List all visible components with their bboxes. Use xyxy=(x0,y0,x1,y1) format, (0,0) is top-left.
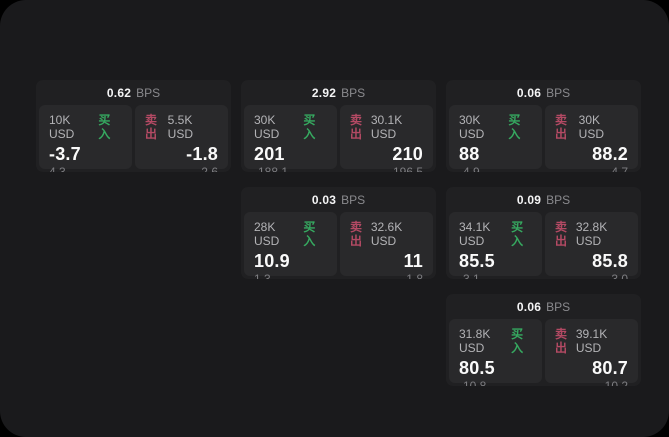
buy-price: 85.5 xyxy=(459,251,495,271)
buy-price: 88 xyxy=(459,144,480,164)
card-header: 0.06 BPS xyxy=(449,294,638,319)
buy-change: 1.3 xyxy=(254,272,271,279)
bps-unit-label: BPS xyxy=(546,85,571,100)
sell-label: 卖出 xyxy=(555,327,568,355)
sell-panel[interactable]: 卖出 32.6K USD 11 -1.8 xyxy=(340,212,433,279)
buy-amount: 34.1K USD xyxy=(459,220,491,248)
buy-amount: 31.8K USD xyxy=(459,327,491,355)
buy-price: -3.7 xyxy=(49,144,81,164)
sell-price: 88.2 xyxy=(592,144,628,164)
sell-change: 3.0 xyxy=(611,272,628,279)
sell-amount: 39.1K USD xyxy=(575,327,608,355)
buy-amount: 28K USD xyxy=(254,220,280,248)
card-header: 0.09 BPS xyxy=(449,187,638,212)
bps-value: 2.92 xyxy=(311,85,337,100)
sell-panel[interactable]: 卖出 39.1K USD 80.7 10.2 xyxy=(545,319,638,386)
sell-label: 卖出 xyxy=(350,220,363,248)
quote-card-0: 0.62 BPS 10K USD 买入 -3.7 4.3 卖出 5.5K USD xyxy=(36,80,231,172)
buy-sell-panels: 28K USD 买入 10.9 1.3 卖出 32.6K USD 11 -1.8 xyxy=(244,212,433,279)
quote-card-3: 0.03 BPS 28K USD 买入 10.9 1.3 卖出 32.6K US… xyxy=(241,187,436,279)
buy-label: 买入 xyxy=(303,220,316,248)
bps-unit-label: BPS xyxy=(546,299,571,314)
buy-sell-panels: 30K USD 买入 88 -4.9 卖出 30K USD 88.2 4.7 xyxy=(449,105,638,172)
sell-change: 10.2 xyxy=(604,379,628,386)
bps-value: 0.62 xyxy=(106,85,132,100)
sell-amount: 32.6K USD xyxy=(370,220,403,248)
sell-panel[interactable]: 卖出 30K USD 88.2 4.7 xyxy=(545,105,638,172)
sell-label: 卖出 xyxy=(555,113,568,141)
quote-card-1: 2.92 BPS 30K USD 买入 201 -188.1 卖出 30.1K … xyxy=(241,80,436,172)
bps-value: 0.09 xyxy=(516,192,542,207)
buy-panel[interactable]: 31.8K USD 买入 80.5 -10.8 xyxy=(449,319,542,386)
quote-card-grid: 0.62 BPS 10K USD 买入 -3.7 4.3 卖出 5.5K USD xyxy=(36,80,641,386)
sell-price: 210 xyxy=(392,144,423,164)
bps-value: 0.03 xyxy=(311,192,337,207)
buy-change: -10.8 xyxy=(459,379,487,386)
buy-sell-panels: 10K USD 买入 -3.7 4.3 卖出 5.5K USD -1.8 -2.… xyxy=(39,105,228,172)
card-header: 0.03 BPS xyxy=(244,187,433,212)
bps-unit-label: BPS xyxy=(341,192,366,207)
card-header: 0.06 BPS xyxy=(449,80,638,105)
sell-label: 卖出 xyxy=(145,113,158,141)
bps-value: 0.06 xyxy=(516,85,542,100)
sell-label: 卖出 xyxy=(555,220,568,248)
quote-card-5: 0.06 BPS 31.8K USD 买入 80.5 -10.8 卖出 39.1… xyxy=(446,294,641,386)
buy-panel[interactable]: 10K USD 买入 -3.7 4.3 xyxy=(39,105,132,172)
sell-amount: 5.5K USD xyxy=(167,113,193,141)
buy-amount: 30K USD xyxy=(459,113,485,141)
buy-label: 买入 xyxy=(98,113,111,141)
sell-price: 85.8 xyxy=(592,251,628,271)
buy-sell-panels: 34.1K USD 买入 85.5 -3.1 卖出 32.8K USD 85.8… xyxy=(449,212,638,279)
sell-price: 11 xyxy=(403,251,423,271)
sell-change: -2.6 xyxy=(197,165,218,172)
sell-panel[interactable]: 卖出 32.8K USD 85.8 3.0 xyxy=(545,212,638,279)
buy-change: -188.1 xyxy=(254,165,289,172)
sell-price: 80.7 xyxy=(592,358,628,378)
bps-unit-label: BPS xyxy=(136,85,161,100)
sell-amount: 30K USD xyxy=(578,113,605,141)
sell-label: 卖出 xyxy=(350,113,363,141)
buy-price: 10.9 xyxy=(254,251,290,271)
buy-sell-panels: 31.8K USD 买入 80.5 -10.8 卖出 39.1K USD 80.… xyxy=(449,319,638,386)
buy-panel[interactable]: 30K USD 买入 88 -4.9 xyxy=(449,105,542,172)
buy-change: 4.3 xyxy=(49,165,66,172)
sell-panel[interactable]: 卖出 5.5K USD -1.8 -2.6 xyxy=(135,105,228,172)
quote-card-4: 0.09 BPS 34.1K USD 买入 85.5 -3.1 卖出 32.8K… xyxy=(446,187,641,279)
buy-amount: 10K USD xyxy=(49,113,75,141)
bps-unit-label: BPS xyxy=(546,192,571,207)
buy-sell-panels: 30K USD 买入 201 -188.1 卖出 30.1K USD 210 1… xyxy=(244,105,433,172)
buy-label: 买入 xyxy=(508,113,521,141)
card-header: 2.92 BPS xyxy=(244,80,433,105)
buy-price: 201 xyxy=(254,144,285,164)
sell-panel[interactable]: 卖出 30.1K USD 210 196.5 xyxy=(340,105,433,172)
card-header: 0.62 BPS xyxy=(39,80,228,105)
buy-label: 买入 xyxy=(511,220,524,248)
buy-change: -3.1 xyxy=(459,272,480,279)
buy-panel[interactable]: 28K USD 买入 10.9 1.3 xyxy=(244,212,337,279)
buy-label: 买入 xyxy=(303,113,316,141)
quote-card-2: 0.06 BPS 30K USD 买入 88 -4.9 卖出 30K USD xyxy=(446,80,641,172)
bps-value: 0.06 xyxy=(516,299,542,314)
buy-panel[interactable]: 34.1K USD 买入 85.5 -3.1 xyxy=(449,212,542,279)
sell-change: 4.7 xyxy=(611,165,628,172)
buy-price: 80.5 xyxy=(459,358,495,378)
sell-change: -1.8 xyxy=(402,272,423,279)
sell-amount: 30.1K USD xyxy=(370,113,403,141)
sell-price: -1.8 xyxy=(186,144,218,164)
bps-unit-label: BPS xyxy=(341,85,366,100)
sell-amount: 32.8K USD xyxy=(575,220,608,248)
sell-change: 196.5 xyxy=(392,165,423,172)
buy-label: 买入 xyxy=(511,327,524,355)
buy-panel[interactable]: 30K USD 买入 201 -188.1 xyxy=(244,105,337,172)
buy-change: -4.9 xyxy=(459,165,480,172)
buy-amount: 30K USD xyxy=(254,113,280,141)
